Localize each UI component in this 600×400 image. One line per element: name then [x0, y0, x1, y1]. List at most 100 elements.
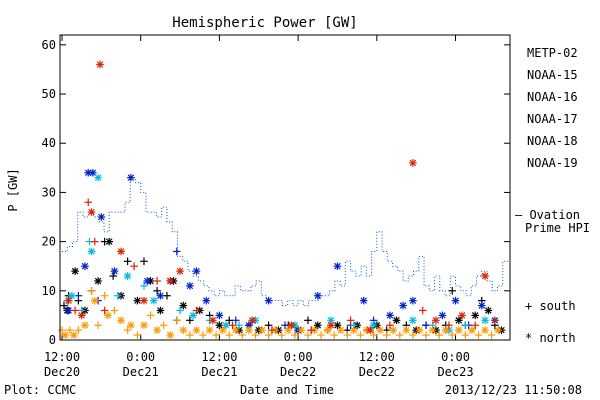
north-point — [441, 326, 450, 334]
north-point — [140, 296, 148, 305]
south-point — [212, 331, 220, 339]
north-point — [156, 291, 165, 300]
plot-frame — [59, 34, 511, 341]
south-point — [100, 306, 109, 315]
south-point — [317, 331, 325, 339]
south-point — [186, 331, 194, 339]
south-point — [100, 291, 109, 300]
north-point — [369, 321, 378, 330]
y-axis-label: P [GW] — [6, 168, 20, 211]
north-point — [105, 237, 114, 246]
x-tick-label-day: Dec23 — [437, 365, 473, 379]
satellite-points — [58, 60, 506, 339]
north-point — [471, 311, 480, 320]
north-point — [81, 321, 89, 330]
north-point — [123, 272, 132, 280]
north-point — [192, 326, 201, 334]
x-tick-label-day: Dec21 — [123, 365, 159, 379]
south-point — [435, 331, 443, 339]
south-point — [448, 331, 457, 339]
north-point — [186, 282, 194, 290]
ovation-series — [62, 177, 508, 307]
legend-item: NOAA-19 — [527, 156, 578, 170]
south-point — [343, 331, 352, 339]
north-point — [481, 272, 489, 280]
south-point — [238, 331, 247, 339]
north-point — [140, 321, 148, 330]
south-point — [172, 247, 181, 256]
x-tick-label-time: 12:00 — [201, 350, 237, 364]
north-point — [189, 311, 197, 320]
north-point — [64, 306, 73, 315]
north-point — [359, 296, 368, 305]
south-point — [153, 277, 161, 285]
north-point — [68, 291, 76, 300]
north-point — [484, 306, 493, 315]
north-point — [366, 326, 375, 334]
north-point — [222, 321, 230, 330]
north-point — [153, 326, 161, 334]
south-point — [163, 291, 171, 300]
north-point — [451, 296, 460, 305]
legend-south: + south — [525, 299, 576, 313]
north-point — [87, 208, 96, 216]
north-point — [209, 316, 217, 325]
legend-item: NOAA-15 — [527, 68, 578, 82]
south-point — [60, 301, 68, 310]
north-point — [96, 60, 104, 69]
south-point — [133, 331, 142, 339]
north-point — [166, 331, 175, 339]
north-point — [323, 326, 332, 334]
legend: METP-02 NOAA-15 NOAA-16 NOAA-17 NOAA-18 NOAA-… — [515, 46, 590, 235]
y-tick-label: 10 — [42, 284, 56, 298]
north-point — [409, 159, 417, 167]
south-point — [186, 316, 194, 325]
north-point — [389, 326, 398, 334]
y-tick-label: 40 — [42, 136, 56, 150]
north-point — [179, 326, 188, 334]
south-point — [140, 257, 148, 266]
south-point — [235, 321, 243, 330]
y-axis: 0 10 20 30 40 50 60 — [42, 38, 510, 347]
south-point — [307, 326, 316, 334]
x-tick-label-time: 0:00 — [126, 350, 155, 364]
north-point — [327, 321, 335, 330]
south-point — [422, 321, 430, 330]
south-point — [232, 316, 240, 325]
south-point — [225, 316, 234, 325]
south-point — [445, 321, 453, 330]
north-point — [215, 311, 224, 320]
y-tick-label: 30 — [42, 185, 56, 199]
north-point — [477, 301, 486, 310]
south-point — [140, 282, 148, 290]
north-point — [89, 168, 97, 177]
north-point — [287, 321, 296, 330]
north-point — [409, 296, 417, 305]
north-point — [481, 326, 489, 334]
north-point — [402, 326, 411, 334]
north-point — [245, 326, 253, 334]
north-point — [61, 331, 70, 339]
south-point — [130, 262, 138, 271]
north-point — [150, 296, 158, 305]
south-point — [422, 331, 430, 339]
south-point — [113, 291, 122, 300]
south-point — [487, 331, 496, 339]
north-point — [71, 267, 79, 275]
north-point — [127, 321, 135, 330]
south-point — [123, 257, 132, 266]
north-point — [179, 301, 188, 310]
north-point — [409, 316, 417, 325]
south-point — [409, 331, 417, 339]
north-point — [481, 316, 489, 325]
north-point — [386, 311, 394, 320]
north-point — [70, 331, 78, 339]
south-point — [264, 321, 273, 330]
south-point — [346, 316, 355, 325]
north-point — [202, 296, 211, 305]
north-point — [392, 316, 401, 325]
x-tick-label-time: 12:00 — [359, 350, 395, 364]
south-point — [330, 331, 338, 339]
south-point — [471, 321, 480, 330]
footer-timestamp: 2013/12/23 11:50:08 — [445, 383, 582, 397]
